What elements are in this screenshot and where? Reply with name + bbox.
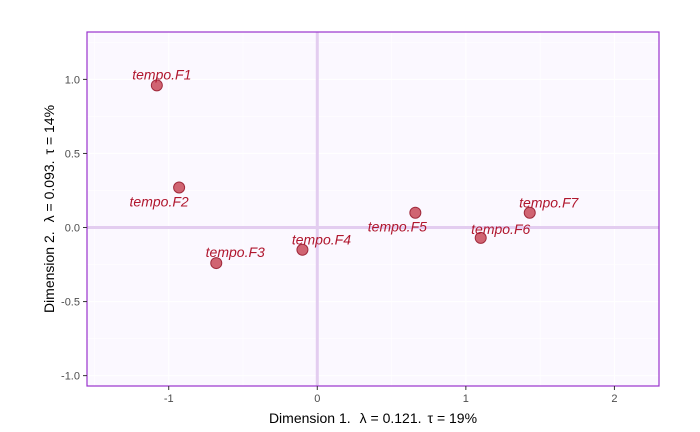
point-label: tempo.F4 xyxy=(292,232,351,248)
point-label: tempo.F1 xyxy=(132,66,191,82)
y-axis-title: Dimension 2.λ = 0.093.τ = 14% xyxy=(41,105,57,313)
x-tick-label: -1 xyxy=(164,393,174,405)
data-point xyxy=(409,206,422,219)
plot-panel xyxy=(87,32,659,386)
point-label: tempo.F6 xyxy=(471,221,530,237)
data-point xyxy=(474,231,487,244)
x-tick-label: 1 xyxy=(463,393,469,405)
data-point xyxy=(210,257,223,270)
y-tick-label: 0.5 xyxy=(65,148,80,160)
x-tick-label: 0 xyxy=(314,393,320,405)
data-point xyxy=(296,243,309,256)
point-label: tempo.F2 xyxy=(130,194,189,210)
point-label: tempo.F3 xyxy=(206,244,265,260)
y-tick-label: 1.0 xyxy=(65,74,80,86)
y-tick-label: 0.0 xyxy=(65,223,80,235)
point-label: tempo.F7 xyxy=(519,195,579,211)
data-point xyxy=(523,206,536,219)
plot-border xyxy=(86,31,660,387)
data-point xyxy=(150,79,163,92)
point-label: tempo.F5 xyxy=(368,219,427,235)
y-tick-label: -0.5 xyxy=(61,297,80,309)
y-tick-label: -1.0 xyxy=(61,371,80,383)
x-tick-label: 2 xyxy=(611,393,617,405)
data-point xyxy=(173,181,186,194)
x-axis-title: Dimension 1. λ = 0.121. τ = 19% xyxy=(269,410,477,426)
